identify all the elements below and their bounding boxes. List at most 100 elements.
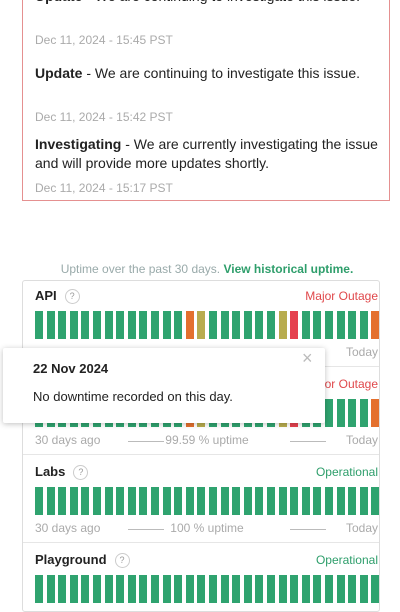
historical-link[interactable]: View historical uptime. [223,262,354,276]
uptime-bar [139,311,148,339]
uptime-bar [359,487,368,515]
uptime-bar [348,311,357,339]
uptime-bar [35,487,43,515]
incident-text: Investigating - We are currently investi… [35,135,380,173]
component-status: Operational [315,553,378,567]
component-status: Major Outage [305,289,378,303]
uptime-bar [255,311,264,339]
uptime-bar [220,311,229,339]
uptime-bar [81,575,90,603]
uptime-bar [162,487,171,515]
uptime-bar [278,311,287,339]
uptime-bar [336,311,345,339]
incident-text: Update - We are continuing to investigat… [35,0,380,6]
uptime-bar [301,487,310,515]
uptime-bar [290,575,299,603]
uptime-bar [371,575,380,603]
tooltip-message: No downtime recorded on this day. [33,389,233,404]
uptime-text: Uptime over the past 30 days. [60,262,221,276]
uptime-bar [325,575,333,603]
uptime-bar [185,575,194,603]
uptime-bar [185,487,194,515]
uptime-bar [197,311,206,339]
uptime-bar [336,487,345,515]
uptime-bar [255,487,264,515]
uptime-bar [301,575,310,603]
uptime-bar [69,311,78,339]
uptime-bar [35,575,43,603]
uptime-bar [359,575,368,603]
footer-right: Today [345,433,378,447]
uptime-bar [348,575,357,603]
uptime-bar [46,575,55,603]
uptime-bar [104,311,113,339]
uptime-bar [69,575,78,603]
incident-status: Update [35,65,83,81]
uptime-bar [243,575,252,603]
uptime-bar [209,487,217,515]
uptime-bar [46,487,55,515]
uptime-bar [313,575,322,603]
incident-message: - We are currently investigating the iss… [35,136,378,171]
footer-dash [128,529,164,530]
uptime-bar [58,575,67,603]
separator [23,542,379,543]
incident-date: Dec 11, 2024 - 15:42 PST [35,110,173,124]
component-name: API? [35,288,80,304]
uptime-bar [139,487,148,515]
incident-date: Dec 11, 2024 - 15:45 PST [35,33,173,47]
footer-right: Today [345,521,378,535]
uptime-bar [81,487,90,515]
name: Playground [35,552,107,567]
uptime-bar [313,487,322,515]
uptime-bar [209,311,217,339]
uptime-bar [151,311,159,339]
uptime-note: Uptime over the past 30 days. View histo… [0,262,400,276]
help-icon[interactable]: ? [64,289,80,304]
incident-message: - We are continuing to investigate this … [82,65,361,81]
uptime-bar [359,311,368,339]
uptime-bar [325,399,333,427]
uptime-bar [127,575,136,603]
incident-box [22,0,390,201]
uptime-bar [174,311,183,339]
uptime-bar [348,487,357,515]
footer-left: 30 days ago [35,433,101,447]
uptime-bar [93,575,101,603]
incident-status: Investigating [35,136,122,152]
help-icon[interactable]: ? [73,465,89,480]
uptime-bar [220,487,229,515]
uptime-bar [151,487,159,515]
uptime-bar [232,487,241,515]
tooltip: 22 Nov 2024 No downtime recorded on this… [3,348,325,423]
uptime-bar [371,487,380,515]
uptime-bar [325,311,333,339]
component-name: Playground? [35,552,130,568]
uptime-bar [46,311,55,339]
uptime-bar [58,487,67,515]
uptime-bar [301,311,310,339]
uptime-bar [127,487,136,515]
uptime-bar [243,311,252,339]
uptime-bar [174,487,183,515]
uptime-bar [104,575,113,603]
uptime-bar [290,311,299,339]
name: API [35,288,57,303]
uptime-bar [69,487,78,515]
help-icon[interactable]: ? [114,553,130,568]
uptime-bar [116,487,125,515]
uptime-bar [35,311,43,339]
uptime-bar [58,311,67,339]
incident-date: Dec 11, 2024 - 15:17 PST [35,181,173,195]
name: Labs [35,464,66,479]
uptime-bar [371,311,380,339]
tooltip-date: 22 Nov 2024 [33,361,109,376]
uptime-bar [209,575,217,603]
uptime-bar [290,487,299,515]
uptime-bar [278,487,287,515]
component-status: Operational [315,465,378,479]
component-name: Labs? [35,464,89,480]
uptime-bar [151,575,159,603]
tooltip-close[interactable]: × [302,348,313,368]
